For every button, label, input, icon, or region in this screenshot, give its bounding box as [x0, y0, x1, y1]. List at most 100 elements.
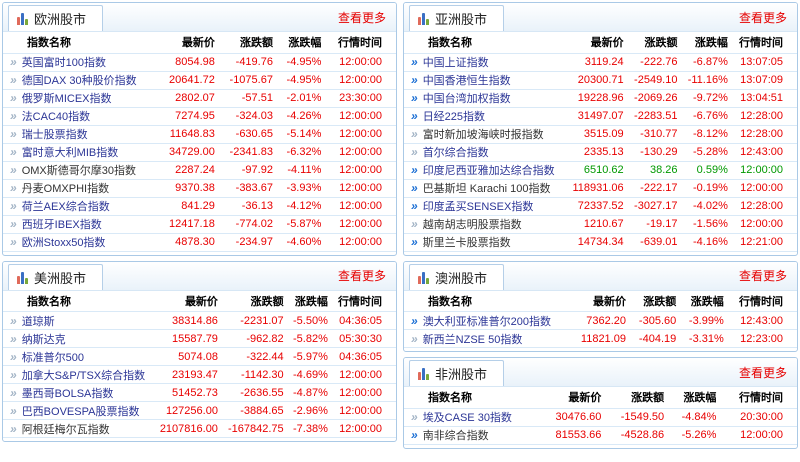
change-percent: -6.32% [272, 143, 322, 162]
index-name-link[interactable]: 墨西哥BOLSA指数 [21, 387, 114, 400]
quote-time: 12:00:00 [321, 53, 396, 72]
quote-time: 13:07:05 [727, 53, 797, 72]
index-name-link[interactable]: 纳斯达克 [21, 333, 66, 346]
index-name-link[interactable]: 首尔综合指数 [422, 147, 489, 159]
index-name-link[interactable]: 荷兰AEX综合指数 [21, 201, 110, 213]
change-percent: -2.96% [283, 401, 328, 420]
view-more-link[interactable]: 查看更多 [337, 269, 386, 283]
index-name-link[interactable]: 斯里兰卡股票指数 [422, 237, 511, 249]
index-name-cell: » 埃及CASE 30指数 [404, 408, 536, 427]
index-name-link[interactable]: 埃及CASE 30指数 [422, 412, 512, 424]
panel-europe: 欧洲股市 查看更多 指数名称 最新价 涨跌额 涨跌幅 行情时间 » 英国富时100… [2, 2, 397, 256]
view-more-link[interactable]: 查看更多 [738, 10, 787, 25]
index-name-link[interactable]: 瑞士股票指数 [21, 129, 88, 141]
index-name-cell: » 英国富时100指数 [3, 53, 154, 72]
panel-tab-strip: 非洲股市 查看更多 [404, 358, 797, 387]
col-header-time: 行情时间 [716, 387, 797, 409]
index-name-link[interactable]: 中国上证指数 [422, 57, 489, 69]
view-more-link[interactable]: 查看更多 [738, 365, 787, 380]
index-name-link[interactable]: 法CAC40指数 [21, 111, 91, 123]
table-row: » 富时新加坡海峡时报指数 3515.09 -310.77 -8.12% 12:2… [404, 125, 797, 144]
index-name-link[interactable]: 巴基斯坦 Karachi 100指数 [422, 183, 551, 195]
table-body: » 英国富时100指数 8054.98 -419.76 -4.95% 12:00:… [3, 53, 396, 252]
quote-time: 04:36:05 [327, 347, 396, 366]
table-header: 指数名称 最新价 涨跌额 涨跌幅 行情时间 [3, 32, 396, 54]
panel-tab[interactable]: 亚洲股市 [409, 5, 505, 31]
change-percent: -3.93% [272, 179, 322, 198]
index-name-link[interactable]: 富时意大利MIB指数 [21, 147, 119, 159]
quote-time: 12:00:00 [321, 125, 396, 144]
index-name-link[interactable]: 俄罗斯MICEX指数 [21, 93, 112, 105]
table-row: » 印度孟买SENSEX指数 72337.52 -3027.17 -4.02% 1… [404, 197, 797, 216]
table-row: » 瑞士股票指数 11648.83 -630.65 -5.14% 12:00:00 [3, 125, 396, 144]
index-name-link[interactable]: 标准普尔500 [21, 351, 85, 364]
panel-tab[interactable]: 美洲股市 [8, 263, 104, 290]
index-name-link[interactable]: 越南胡志明股票指数 [422, 219, 522, 231]
quote-time: 12:00:00 [321, 107, 396, 126]
panel-tab[interactable]: 欧洲股市 [8, 5, 104, 31]
chevron-right-icon: » [411, 163, 418, 177]
chevron-right-icon: » [10, 235, 17, 249]
index-name-link[interactable]: 巴西BOVESPA股票指数 [21, 405, 140, 418]
table-row: » 中国香港恒生指数 20300.71 -2549.10 -11.16% 13:0… [404, 71, 797, 90]
index-name-link[interactable]: 英国富时100指数 [21, 57, 107, 69]
change-percent: -4.95% [272, 53, 322, 72]
col-header-time: 行情时间 [727, 32, 797, 54]
latest-price: 8054.98 [153, 53, 215, 72]
quote-time: 12:21:00 [727, 233, 797, 252]
index-name-link[interactable]: 澳大利亚标准普尔200指数 [422, 315, 552, 328]
chevron-right-icon: » [10, 109, 17, 123]
col-header-price: 最新价 [567, 290, 626, 312]
change-amount: -383.67 [214, 179, 273, 198]
latest-price: 2802.07 [153, 89, 215, 108]
table-row: » 首尔综合指数 2335.13 -130.29 -5.28% 12:43:00 [404, 143, 797, 162]
chevron-right-icon: » [411, 331, 418, 346]
index-table: 指数名称 最新价 涨跌额 涨跌幅 行情时间 » 中国上证指数 3119.24 -2… [404, 32, 797, 252]
table-row: » 中国台湾加权指数 19228.96 -2069.26 -9.72% 13:04… [404, 89, 797, 108]
index-name-cell: » 首尔综合指数 [404, 143, 562, 162]
table-row: » 富时意大利MIB指数 34729.00 -2341.83 -6.32% 12:… [3, 143, 396, 162]
latest-price: 127256.00 [149, 401, 218, 420]
index-name-link[interactable]: 欧洲Stoxx50指数 [21, 237, 106, 249]
view-more-link[interactable]: 查看更多 [738, 269, 787, 283]
change-amount: -2231.07 [217, 311, 284, 330]
change-percent: -8.12% [677, 125, 728, 144]
index-name-link[interactable]: 丹麦OMXPHI指数 [21, 183, 110, 195]
change-percent: -5.14% [272, 125, 322, 144]
index-name-link[interactable]: 富时新加坡海峡时报指数 [422, 129, 544, 141]
chevron-right-icon: » [411, 73, 418, 87]
view-more-link[interactable]: 查看更多 [337, 10, 386, 25]
table-row: » 阿根廷梅尔瓦指数 2107816.00 -167842.75 -7.38% 1… [3, 419, 396, 438]
change-amount: -1142.30 [217, 365, 284, 384]
panel-tab[interactable]: 非洲股市 [409, 360, 505, 386]
index-name-link[interactable]: 新西兰NZSE 50指数 [422, 333, 523, 346]
panel-tab[interactable]: 澳洲股市 [409, 263, 505, 290]
index-name-link[interactable]: 南非综合指数 [422, 430, 489, 442]
index-name-cell: » 标准普尔500 [3, 347, 150, 366]
index-name-link[interactable]: 中国香港恒生指数 [422, 75, 511, 87]
panel-tab-strip: 美洲股市 查看更多 [3, 261, 396, 291]
col-header-time: 行情时间 [327, 290, 396, 312]
chevron-right-icon: » [411, 428, 418, 442]
change-percent: -4.02% [677, 197, 728, 216]
index-name-link[interactable]: 德国DAX 30种股价指数 [21, 75, 137, 87]
index-name-link[interactable]: 日经225指数 [422, 111, 486, 123]
chevron-right-icon: » [411, 217, 418, 231]
index-name-link[interactable]: OMX斯德哥尔摩30指数 [21, 165, 136, 177]
table-row: » 荷兰AEX综合指数 841.29 -36.13 -4.12% 12:00:00 [3, 197, 396, 216]
index-name-link[interactable]: 印度孟买SENSEX指数 [422, 201, 534, 213]
index-name-link[interactable]: 印度尼西亚雅加达综合指数 [422, 165, 555, 177]
index-name-link[interactable]: 西班牙IBEX指数 [21, 219, 102, 231]
bar-chart-icon [418, 12, 429, 25]
col-header-time: 行情时间 [321, 32, 396, 54]
table-row: » 丹麦OMXPHI指数 9370.38 -383.67 -3.93% 12:00… [3, 179, 396, 198]
change-percent: -6.87% [677, 53, 728, 72]
table-body: » 埃及CASE 30指数 30476.60 -1549.50 -4.84% 20… [404, 408, 797, 445]
index-name-link[interactable]: 加拿大S&P/TSX综合指数 [21, 369, 146, 382]
index-name-cell: » 欧洲Stoxx50指数 [3, 233, 154, 252]
index-name-link[interactable]: 道琼斯 [21, 315, 55, 328]
quote-time: 12:00:00 [321, 233, 396, 252]
index-name-link[interactable]: 阿根廷梅尔瓦指数 [21, 423, 110, 436]
chevron-right-icon: » [10, 145, 17, 159]
index-name-link[interactable]: 中国台湾加权指数 [422, 93, 511, 105]
